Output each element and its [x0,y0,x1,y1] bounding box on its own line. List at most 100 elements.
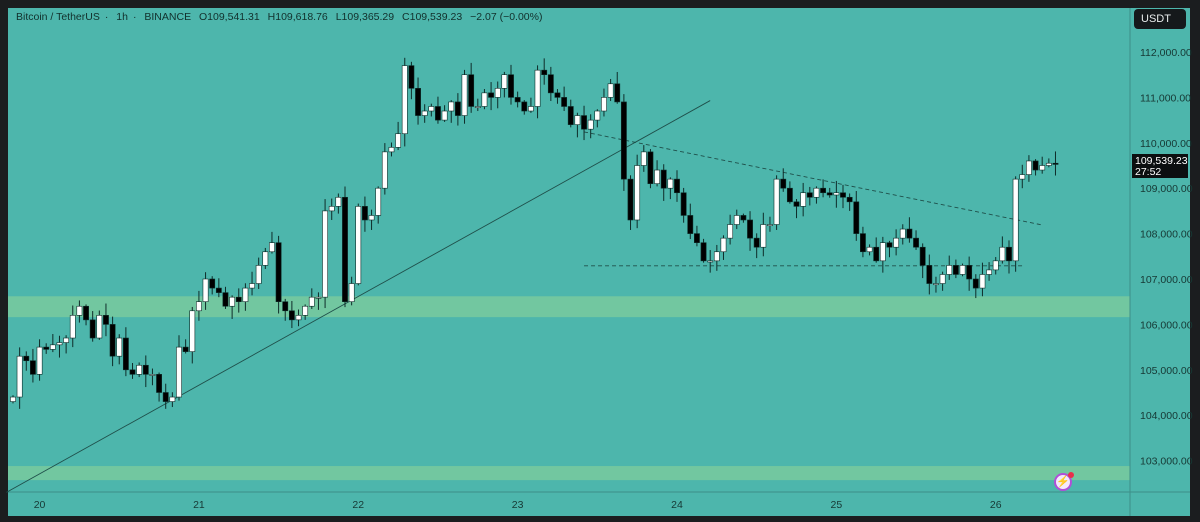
candle-down [209,278,216,289]
symbol-name[interactable]: Bitcoin / TetherUS [16,11,100,23]
candle-up [448,101,455,112]
time-tick-label: 24 [671,499,683,511]
candle-up [302,305,309,316]
candle-down [952,265,959,275]
candle-down [660,169,667,189]
candle-up [893,237,900,248]
last-price-label: 109,539.23 27:52 [1132,153,1188,178]
candle-up [116,337,123,357]
candle-down [687,215,694,234]
candle-up [1039,165,1046,171]
candle-up [946,265,953,275]
candle-up [149,374,156,376]
candle-up [56,342,63,346]
candle-up [899,228,906,239]
candle-down [408,65,415,89]
candle-down [906,228,913,239]
candle-up [308,296,315,307]
candle-up [707,260,714,263]
candle-up [833,192,840,196]
candle-up [534,69,541,107]
candle-down [288,310,295,321]
candle-down [627,178,634,221]
candle-up [634,165,641,221]
candle-up [96,315,103,339]
candle-up [501,74,508,89]
candle-down [966,265,973,280]
candle-down [435,106,441,121]
candle-up [727,224,734,239]
candle-up [992,260,999,271]
candle-down [806,192,813,198]
candle-down [786,187,793,203]
candle-down [541,69,548,76]
candle-up [587,119,594,130]
candle-down [222,292,229,307]
time-tick-label: 23 [512,499,524,511]
candle-up [773,178,780,225]
candle-down [554,92,561,98]
candle-up [933,283,939,286]
candle-up [255,265,262,284]
candle-down [581,115,587,130]
candle-up [1045,162,1052,166]
candle-up [249,283,255,289]
candle-down [547,74,554,94]
candle-up [654,169,660,184]
lightning-icon[interactable]: ⚡ [1054,472,1074,491]
candle-up [421,110,428,116]
candle-down [488,92,494,98]
candle-down [913,237,919,248]
ohlc-change: −2.07 (−0.00%) [470,11,543,23]
candle-down [282,301,289,312]
candle-down [793,201,800,207]
ohlc-close: C109,539.23 [402,11,463,23]
candle-up [528,106,534,112]
candle-up [262,251,269,266]
candle-up [202,278,209,303]
time-tick-label: 26 [990,499,1002,511]
candle-down [567,106,574,125]
price-tick-label: 106,000.00 [1140,319,1193,331]
candle-up [428,106,435,112]
ohlc-high: H109,618.76 [267,11,328,23]
support-zone-upper [8,296,1130,318]
candle-up [733,215,740,225]
candle-up [601,97,607,112]
candle-up [401,65,408,135]
candle-down [873,246,880,262]
candle-up [939,274,946,284]
candle-down [156,374,162,393]
candle-up [69,315,76,339]
candle-up [461,74,468,116]
candle-down [162,392,169,402]
candle-up [136,364,143,375]
candle-down [454,101,461,116]
candle-up [335,196,342,207]
candle-up [229,296,236,307]
candle-up [381,151,388,189]
candle-down [826,192,833,196]
candle-up [322,210,328,298]
candle-up [348,283,355,303]
candle-down [182,346,189,352]
bar-countdown: 27:52 [1135,165,1162,178]
candle-down [43,346,50,350]
candle-down [83,305,89,321]
candle-down [1032,160,1039,171]
candle-up [176,346,182,398]
candle-down [674,178,680,194]
candle-up [441,110,448,121]
candle-up [594,110,601,121]
candle-down [753,237,760,248]
currency-button[interactable]: USDT [1134,9,1186,29]
candle-down [109,324,116,357]
support-zone-lower [8,466,1130,481]
candle-down [342,196,348,302]
candle-up [375,187,382,216]
candle-down [215,287,222,293]
candle-up [574,115,581,125]
candle-up [1019,174,1026,180]
candle-up [295,315,302,321]
